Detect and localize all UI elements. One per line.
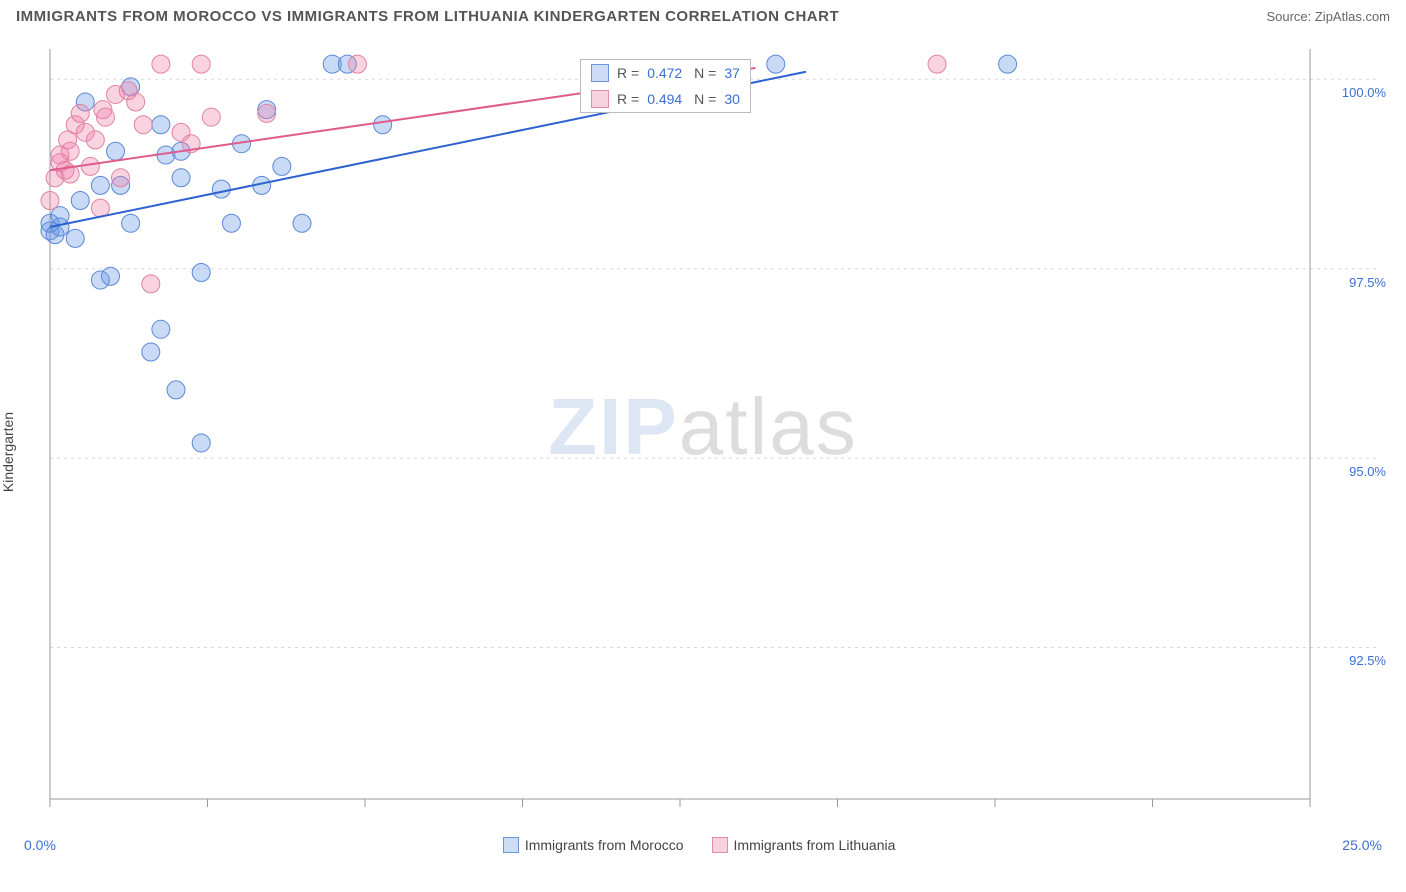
y-tick-label: 95.0% — [1349, 464, 1386, 479]
legend-label: Immigrants from Lithuania — [734, 837, 896, 853]
y-axis-label: Kindergarten — [0, 412, 16, 492]
x-max-label: 25.0% — [1342, 837, 1382, 853]
legend-item: Immigrants from Lithuania — [712, 837, 896, 853]
source-label: Source: ZipAtlas.com — [1266, 9, 1390, 24]
correlation-row: R = 0.472 N = 37 — [581, 60, 750, 86]
correlation-row: R = 0.494 N = 30 — [581, 86, 750, 112]
r-value: 0.472 — [647, 65, 682, 81]
r-value: 0.494 — [647, 91, 682, 107]
n-label: N = — [690, 91, 716, 107]
legend-swatch-icon — [591, 90, 609, 108]
x-min-label: 0.0% — [24, 837, 56, 853]
chart-container: Kindergarten ZIPatlas 92.5%95.0%97.5%100… — [0, 29, 1406, 859]
legend-label: Immigrants from Morocco — [525, 837, 684, 853]
n-value: 30 — [724, 91, 740, 107]
chart-title: IMMIGRANTS FROM MOROCCO VS IMMIGRANTS FR… — [16, 8, 839, 25]
legend-series-list: Immigrants from Morocco Immigrants from L… — [503, 837, 896, 853]
scatter-plot — [40, 39, 1390, 829]
legend-swatch-icon — [503, 837, 519, 853]
n-label: N = — [690, 65, 716, 81]
correlation-legend: R = 0.472 N = 37 R = 0.494 N = 30 — [580, 59, 751, 113]
chart-header: IMMIGRANTS FROM MOROCCO VS IMMIGRANTS FR… — [0, 0, 1406, 29]
r-label: R = — [617, 65, 639, 81]
y-tick-label: 97.5% — [1349, 275, 1386, 290]
legend-item: Immigrants from Morocco — [503, 837, 684, 853]
legend-swatch-icon — [591, 64, 609, 82]
r-label: R = — [617, 91, 639, 107]
y-tick-label: 92.5% — [1349, 653, 1386, 668]
y-tick-label: 100.0% — [1342, 85, 1386, 100]
legend-swatch-icon — [712, 837, 728, 853]
bottom-legend: 0.0% Immigrants from MoroccoImmigrants f… — [0, 831, 1406, 859]
n-value: 37 — [724, 65, 740, 81]
